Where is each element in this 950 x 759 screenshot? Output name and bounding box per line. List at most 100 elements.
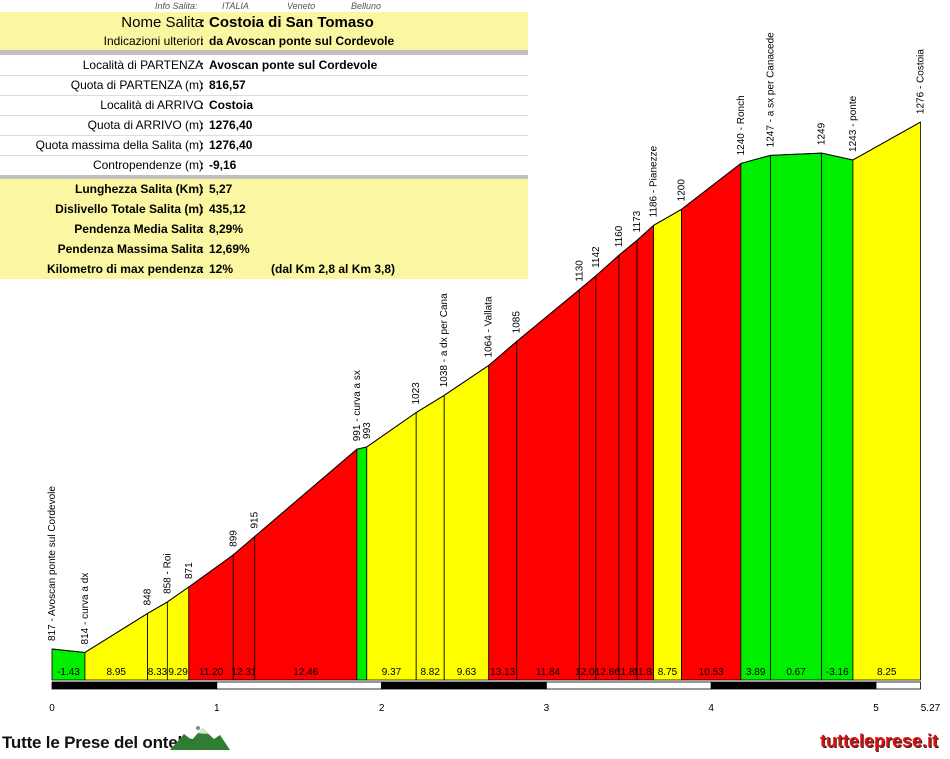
separator: : (200, 98, 204, 112)
segment-grade-label: 9.29 (168, 667, 188, 678)
loc-arrivo-value: Costoia (209, 98, 254, 112)
km-scale-block (381, 681, 547, 690)
dislivello-value: 435,12 (209, 202, 246, 216)
waypoint-label: 1160 (614, 225, 625, 247)
pendenza-media-row: Pendenza Media Salita : 8,29% (0, 219, 528, 240)
segment-grade-label: 8.33 (148, 667, 168, 678)
waypoint-label: 899 (228, 530, 239, 547)
waypoint-label: 1173 (632, 210, 643, 232)
separator: : (200, 118, 204, 132)
profile-segment (516, 288, 580, 681)
waypoint-label: 1142 (591, 246, 602, 268)
km-max-value: 12% (209, 262, 234, 276)
separator: : (200, 14, 205, 31)
website-link[interactable]: tutteleprese.it (819, 731, 938, 751)
pendenza-media-label: Pendenza Media Salita (74, 222, 203, 236)
quota-partenza-value: 816,57 (209, 78, 246, 92)
waypoint-label: 1276 - Costoia (915, 49, 926, 114)
indicazioni-row: Indicazioni ulteriori : da Avoscan ponte… (0, 33, 528, 50)
montello-logo-icon (170, 726, 230, 750)
segment-grade-label: 10.53 (699, 667, 724, 678)
waypoint-label: 1247 - a sx per Canacede (766, 32, 777, 148)
loc-arrivo-row: Località di ARRIVO : Costoia (0, 95, 528, 116)
lunghezza-row: Lunghezza Salita (Km) : 5,27 (0, 179, 528, 200)
profile-segment (366, 411, 417, 681)
separator: : (200, 242, 204, 256)
waypoint-label: 1240 - Ronch (736, 95, 747, 155)
profile-segment (821, 152, 854, 681)
separator: : (200, 78, 204, 92)
profile-segment (595, 254, 620, 681)
profile-segment (443, 364, 490, 681)
quota-max-row: Quota massima della Salita (m) : 1276,40 (0, 135, 528, 156)
quota-arrivo-value: 1276,40 (209, 118, 253, 132)
contropendenze-value: -9,16 (209, 158, 237, 172)
waypoint-label: 1200 (677, 179, 688, 202)
segment-grade-label: 9.37 (382, 667, 402, 678)
separator: : (200, 34, 204, 48)
quota-arrivo-row: Quota di ARRIVO (m) : 1276,40 (0, 115, 528, 136)
info-label: Info Salita: (155, 1, 198, 11)
x-tick-label: 3 (544, 703, 550, 714)
profile-segment (770, 152, 823, 681)
separator: : (200, 262, 204, 276)
separator: : (200, 202, 204, 216)
segment-grade-label: 12.00 (575, 667, 600, 678)
x-tick-label: 4 (708, 703, 714, 714)
profile-segment (852, 121, 921, 681)
waypoint-label: 871 (184, 562, 195, 579)
profile-segment (232, 535, 256, 681)
pendenza-max-value: 12,69% (209, 242, 250, 256)
km-scale-block (51, 681, 218, 690)
segment-grade-label: 11.82 (616, 667, 641, 678)
waypoint-label: 991 - curva a sx (352, 370, 363, 441)
waypoint-label: 993 (362, 422, 373, 439)
segment-grade-label: 12.86 (595, 667, 620, 678)
dislivello-label: Dislivello Totale Salita (m) (55, 202, 203, 216)
waypoint-label: 1038 - a dx per Cana (439, 293, 450, 387)
separator: : (200, 138, 204, 152)
separator: : (200, 158, 204, 172)
profile-segment (415, 394, 445, 681)
x-tick-label: 0 (49, 703, 55, 714)
waypoint-label: 1085 (512, 311, 523, 334)
indicazioni-label: Indicazioni ulteriori (103, 34, 203, 48)
km-max-label: Kilometro di max pendenza (46, 262, 203, 276)
indicazioni-value: da Avoscan ponte sul Cordevole (209, 34, 395, 48)
waypoint-label: 1023 (411, 382, 422, 405)
waypoint-label: 817 - Avoscan ponte sul Cordevole (47, 486, 58, 641)
profile-segment (356, 446, 368, 681)
x-tick-label: 1 (214, 703, 220, 714)
km-scale-block (546, 681, 712, 690)
segment-grade-label: 11.84 (536, 667, 561, 678)
contropendenze-label: Contropendenze (m) (92, 158, 203, 172)
info-region: Veneto (287, 1, 316, 11)
contropendenze-row: Contropendenze (m) : -9,16 (0, 155, 528, 175)
loc-partenza-value: Avoscan ponte sul Cordevole (209, 58, 378, 72)
waypoint-label: 858 - Roi (162, 553, 173, 594)
divider (0, 50, 528, 55)
segment-grade-label: 12.46 (293, 667, 318, 678)
x-tick-label: 2 (379, 703, 385, 714)
brand-text: Tutte le Prese del ontello (2, 733, 197, 752)
loc-partenza-label: Località di PARTENZA (82, 58, 203, 72)
segment-grade-label: 8.82 (420, 667, 440, 678)
segment-grade-label: 8.95 (107, 667, 127, 678)
km-max-row: Kilometro di max pendenza : 12% (dal Km … (0, 259, 528, 279)
km-scale-block (710, 681, 877, 690)
segment-grade-label: 8.25 (877, 667, 897, 678)
profile-segment (578, 275, 597, 681)
profile-segment (188, 554, 234, 681)
nome-salita-label: Nome Salita (121, 14, 203, 31)
profile-segment (681, 162, 742, 681)
segment-grade-label: 11.20 (199, 667, 224, 678)
separator: : (200, 222, 204, 236)
waypoint-label: 1186 - Pianezze (649, 145, 660, 217)
waypoint-label: 915 (250, 511, 261, 528)
km-scale-block (875, 681, 921, 690)
waypoint-label: 1243 - ponte (848, 95, 859, 152)
separator: : (200, 58, 204, 72)
profile-segment (740, 154, 771, 681)
info-province: Belluno (351, 1, 382, 11)
profile-segment (636, 224, 654, 681)
